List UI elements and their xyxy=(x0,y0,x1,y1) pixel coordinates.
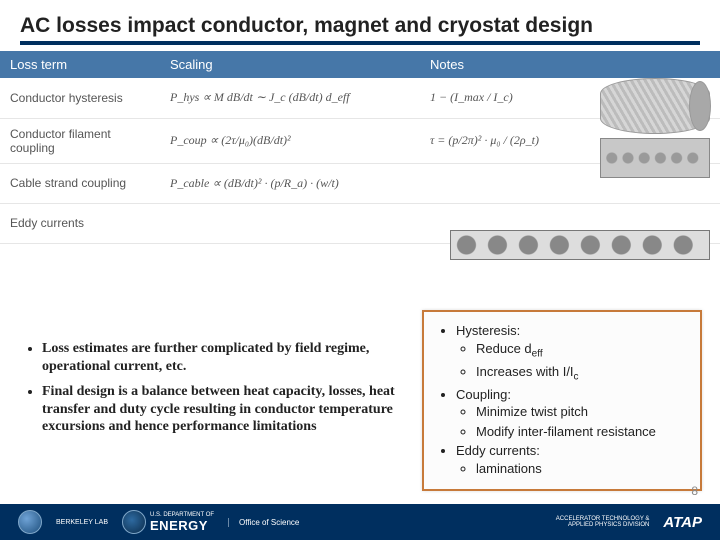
footer-label: BERKELEY LAB xyxy=(56,519,108,526)
list-item: Minimize twist pitch xyxy=(476,403,692,421)
col-header-scaling: Scaling xyxy=(160,51,420,78)
list-item: Hysteresis: Reduce deff Increases with I… xyxy=(456,322,692,384)
list-item: Loss estimates are further complicated b… xyxy=(42,340,412,375)
col-header-term: Loss term xyxy=(0,51,160,78)
mitigation-heading: Eddy currents: xyxy=(456,443,540,458)
conductor-illustration xyxy=(600,78,710,218)
list-item: Reduce deff xyxy=(476,340,692,361)
cell-term: Conductor filament coupling xyxy=(0,118,160,163)
design-notes-list: Loss estimates are further complicated b… xyxy=(18,310,422,491)
footer-label: APPLIED PHYSICS DIVISION xyxy=(556,522,650,528)
list-item: Increases with I/Ic xyxy=(476,363,692,384)
cell-term: Conductor hysteresis xyxy=(0,78,160,118)
cell-term: Cable strand coupling xyxy=(0,163,160,203)
list-item: Final design is a balance between heat c… xyxy=(42,383,412,436)
cell-term: Eddy currents xyxy=(0,203,160,243)
footer-label: U.S. DEPARTMENT OF xyxy=(150,512,214,518)
cell-scaling: P_coup ∝ (2τ/μ₀)(dB/dt)² xyxy=(160,118,420,163)
twisted-strand-icon xyxy=(600,78,710,134)
list-item: Coupling: Minimize twist pitch Modify in… xyxy=(456,386,692,441)
mitigation-box: Hysteresis: Reduce deff Increases with I… xyxy=(422,310,702,491)
mitigation-heading: Coupling: xyxy=(456,387,511,402)
cell-scaling: P_cable ∝ (dB/dt)² · (p/R_a) · (w/t) xyxy=(160,163,420,203)
doe-seal-icon xyxy=(122,510,146,534)
cable-cross-section-icon xyxy=(450,230,710,260)
footer-bar: BERKELEY LAB U.S. DEPARTMENT OF ENERGY O… xyxy=(0,504,720,540)
list-item: Eddy currents: laminations xyxy=(456,442,692,477)
page-number: 8 xyxy=(691,484,698,498)
title-underline xyxy=(20,41,700,45)
cell-scaling xyxy=(160,203,420,243)
strand-cross-section-icon xyxy=(600,138,710,178)
list-item: laminations xyxy=(476,460,692,478)
list-item: Modify inter-filament resistance xyxy=(476,423,692,441)
mitigation-heading: Hysteresis: xyxy=(456,323,520,338)
footer-label: ENERGY xyxy=(150,518,214,533)
col-header-notes: Notes xyxy=(420,51,720,78)
page-title: AC losses impact conductor, magnet and c… xyxy=(20,14,700,38)
footer-label: Office of Science xyxy=(228,518,299,527)
atap-logo: ATAP xyxy=(663,514,702,531)
doe-logo: U.S. DEPARTMENT OF ENERGY xyxy=(122,510,214,534)
cell-scaling: P_hys ∝ M dB/dt ∼ J_c (dB/dt) d_eff xyxy=(160,78,420,118)
berkeley-lab-icon xyxy=(18,510,42,534)
